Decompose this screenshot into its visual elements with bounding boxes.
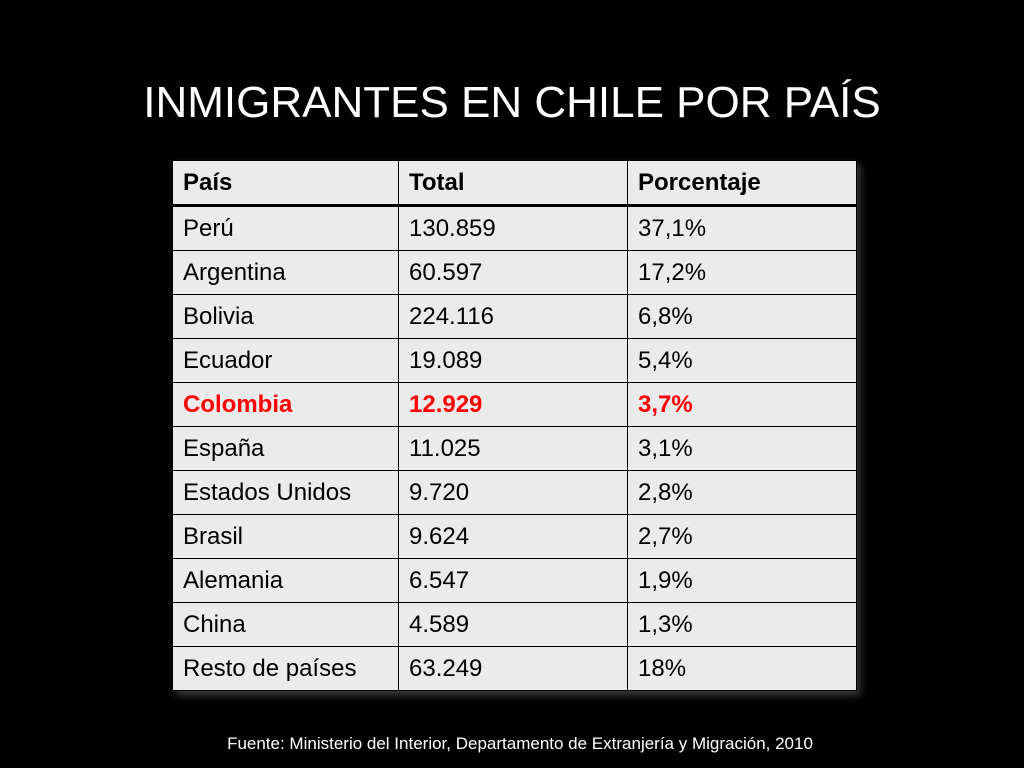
cell-pais: Ecuador <box>172 338 399 383</box>
cell-total: 63.249 <box>398 646 628 691</box>
cell-porcentaje: 6,8% <box>627 294 857 339</box>
table-row: Alemania 6.547 1,9% <box>172 558 857 603</box>
cell-porcentaje: 37,1% <box>627 205 857 251</box>
source-note: Fuente: Ministerio del Interior, Departa… <box>227 734 813 753</box>
cell-total: 6.547 <box>398 558 628 603</box>
cell-porcentaje: 2,7% <box>627 514 857 559</box>
cell-pais: Argentina <box>172 250 399 295</box>
cell-total: 4.589 <box>398 602 628 647</box>
table-row: China 4.589 1,3% <box>172 602 857 647</box>
cell-porcentaje: 1,9% <box>627 558 857 603</box>
cell-total: 19.089 <box>398 338 628 383</box>
cell-pais: Brasil <box>172 514 399 559</box>
table-row: España 11.025 3,1% <box>172 426 857 471</box>
cell-pais: Bolivia <box>172 294 399 339</box>
cell-total: 60.597 <box>398 250 628 295</box>
cell-total: 9.624 <box>398 514 628 559</box>
header-porcentaje: Porcentaje <box>627 160 857 207</box>
cell-porcentaje: 17,2% <box>627 250 857 295</box>
cell-porcentaje: 3,7% <box>627 382 857 427</box>
cell-total: 11.025 <box>398 426 628 471</box>
cell-pais: Colombia <box>172 382 399 427</box>
cell-pais: Alemania <box>172 558 399 603</box>
table-row: Resto de países 63.249 18% <box>172 646 857 691</box>
immigrants-table-container: País Total Porcentaje Perú 130.859 37,1% Ar… <box>172 160 857 691</box>
cell-total: 9.720 <box>398 470 628 515</box>
cell-porcentaje: 18% <box>627 646 857 691</box>
cell-porcentaje: 5,4% <box>627 338 857 383</box>
table-header-row: País Total Porcentaje <box>172 160 857 207</box>
cell-total: 130.859 <box>398 205 628 251</box>
table-row: Argentina 60.597 17,2% <box>172 250 857 295</box>
slide-title: INMIGRANTES EN CHILE POR PAÍS <box>143 78 881 128</box>
cell-porcentaje: 3,1% <box>627 426 857 471</box>
table-body: Perú 130.859 37,1% Argentina 60.597 17,2% Boli… <box>172 205 857 691</box>
cell-porcentaje: 2,8% <box>627 470 857 515</box>
table-row: Colombia 12.929 3,7% <box>172 382 857 427</box>
table-row: Ecuador 19.089 5,4% <box>172 338 857 383</box>
table-row: Perú 130.859 37,1% <box>172 205 857 251</box>
cell-porcentaje: 1,3% <box>627 602 857 647</box>
cell-total: 224.116 <box>398 294 628 339</box>
header-pais: País <box>172 160 399 207</box>
table-row: Brasil 9.624 2,7% <box>172 514 857 559</box>
cell-pais: Estados Unidos <box>172 470 399 515</box>
cell-total: 12.929 <box>398 382 628 427</box>
header-total: Total <box>398 160 628 207</box>
cell-pais: Resto de países <box>172 646 399 691</box>
immigrants-table: País Total Porcentaje Perú 130.859 37,1% Ar… <box>172 160 857 691</box>
cell-pais: Perú <box>172 205 399 251</box>
cell-pais: España <box>172 426 399 471</box>
table-row: Estados Unidos 9.720 2,8% <box>172 470 857 515</box>
table-row: Bolivia 224.116 6,8% <box>172 294 857 339</box>
cell-pais: China <box>172 602 399 647</box>
